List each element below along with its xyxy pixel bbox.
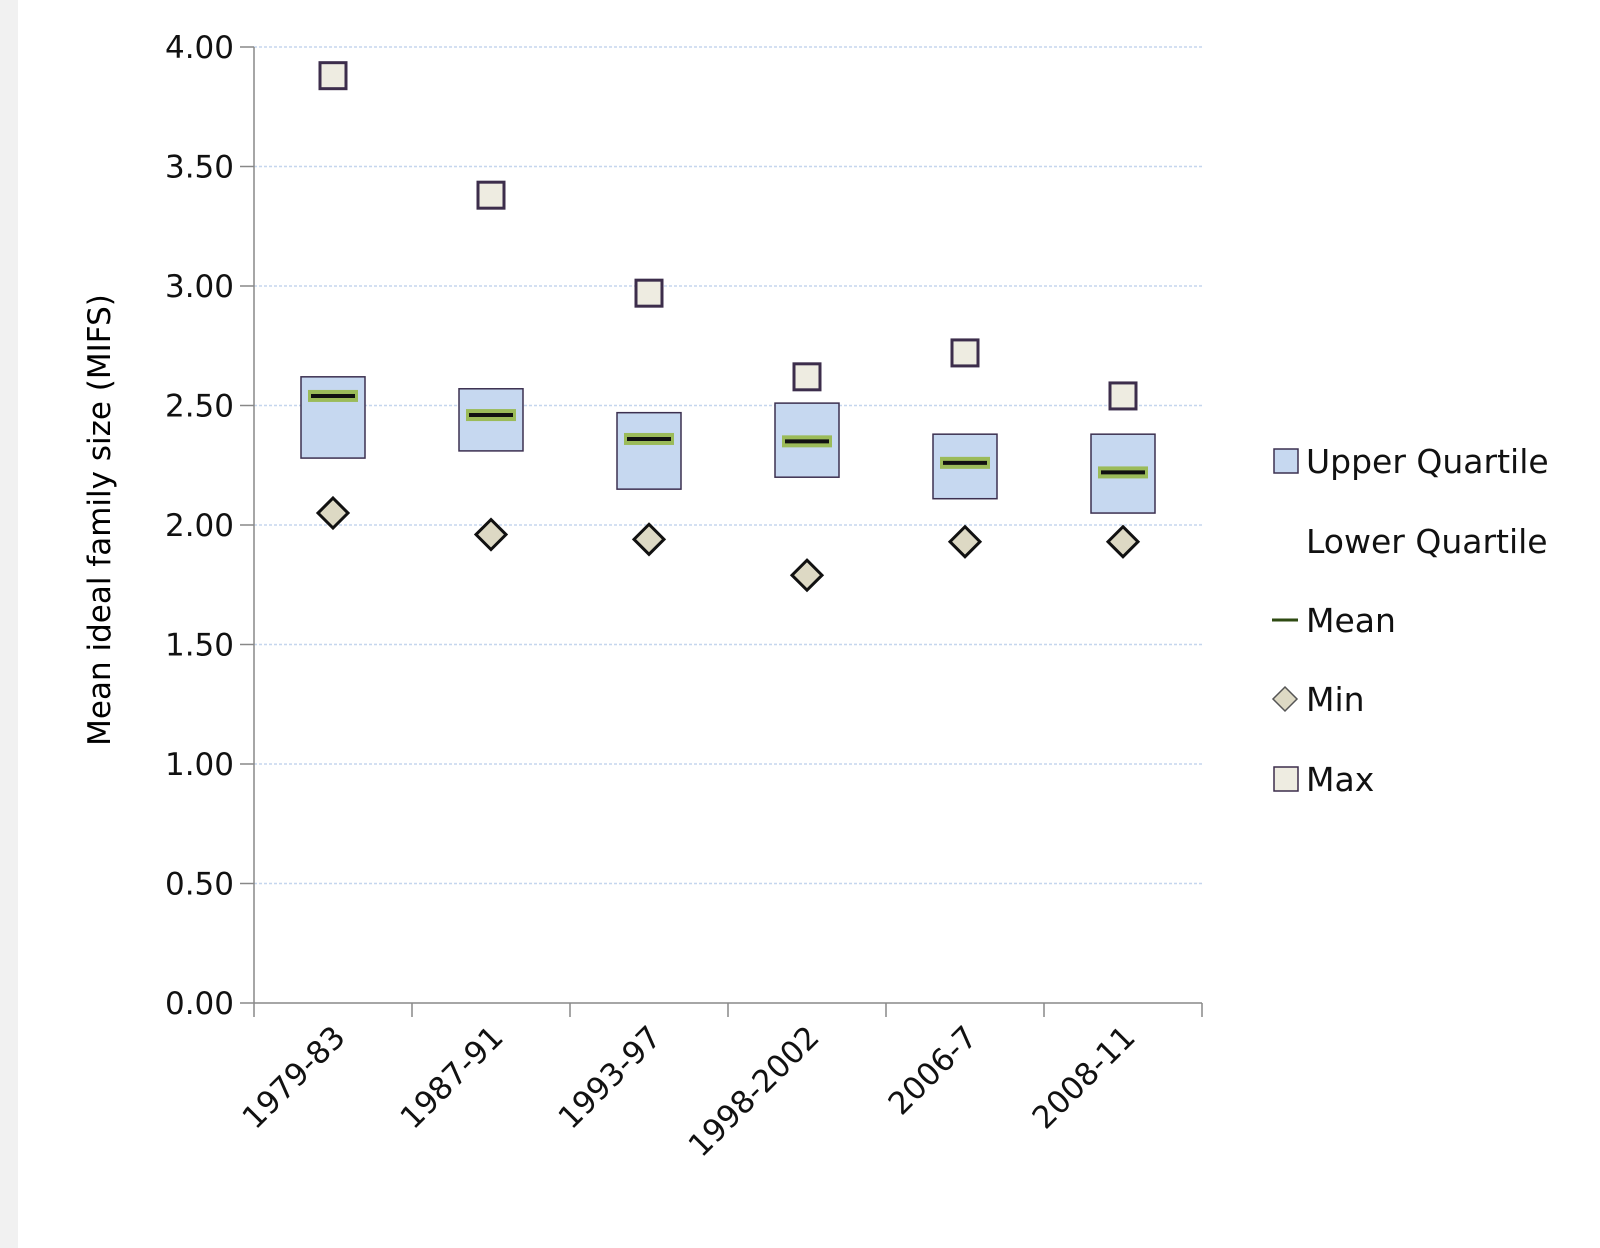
quartile-box — [616, 411, 682, 490]
max-marker — [476, 180, 506, 210]
axes: 0.00 0.50 1.00 1.50 2.00 2.50 3.00 3.50 4.00 1979… — [165, 30, 1203, 1164]
max-marker — [1108, 381, 1138, 411]
x-tick-label: 1998-2002 — [682, 1019, 827, 1164]
max-marker — [792, 362, 822, 392]
legend-label: Upper Quartile — [1306, 442, 1549, 481]
y-tick-label: 2.00 — [165, 508, 234, 544]
y-tick-label: 0.00 — [165, 986, 234, 1022]
min-marker — [947, 524, 983, 559]
min-marker — [1105, 524, 1141, 559]
data-marks — [300, 61, 1156, 593]
x-tick-label: 1979-83 — [236, 1019, 353, 1136]
legend-label: Mean — [1306, 601, 1396, 640]
min-marker — [631, 522, 667, 557]
max-marker — [950, 338, 980, 368]
legend-upper-quartile-swatch — [1273, 448, 1299, 474]
legend-max-swatch — [1273, 766, 1299, 792]
y-tick-label: 4.00 — [165, 30, 234, 66]
y-tick-label: 3.50 — [165, 150, 234, 186]
min-marker — [315, 495, 351, 531]
y-tick-label: 2.50 — [165, 389, 234, 425]
x-tick-label: 2006-7 — [882, 1019, 985, 1122]
legend-label: Lower Quartile — [1306, 522, 1548, 561]
x-tick-label: 2008-11 — [1026, 1019, 1143, 1136]
x-tick-label: 1987-91 — [394, 1019, 511, 1136]
y-tick-label: 1.00 — [165, 747, 234, 783]
box-plot-chart: 0.00 0.50 1.00 1.50 2.00 2.50 3.00 3.50 4.00 1979… — [82, 30, 1549, 1164]
y-axis-title: Mean ideal family size (MIFS) — [82, 294, 118, 746]
max-marker — [634, 278, 664, 308]
max-marker — [318, 61, 348, 91]
quartile-box — [300, 376, 366, 459]
legend-label: Max — [1306, 760, 1374, 799]
min-marker — [473, 517, 509, 552]
x-tick-label: 1993-97 — [552, 1019, 669, 1136]
legend: Upper Quartile Lower Quartile Mean Min Max — [1271, 442, 1549, 799]
y-tick-label: 1.50 — [165, 628, 234, 664]
y-tick-label: 0.50 — [165, 867, 234, 903]
gridlines — [254, 46, 1202, 885]
legend-label: Min — [1306, 680, 1365, 719]
legend-min-swatch — [1271, 685, 1299, 713]
min-marker — [789, 558, 825, 593]
chart-frame: 0.00 0.50 1.00 1.50 2.00 2.50 3.00 3.50 4.00 1979… — [18, 0, 1600, 1248]
y-tick-label: 3.00 — [165, 269, 234, 305]
